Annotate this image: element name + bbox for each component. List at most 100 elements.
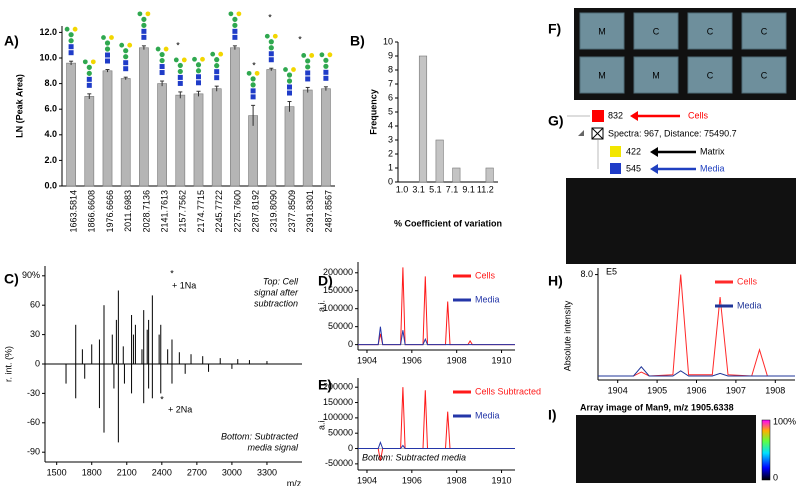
glycan-icon [327, 52, 333, 58]
glycan-icon [64, 26, 70, 32]
spot-tile [579, 12, 625, 50]
glycan-icon [218, 51, 224, 57]
glycan-icon [109, 35, 114, 40]
node-info: Spectra: 967, Distance: 75490.7 [608, 128, 737, 138]
x-tick-label: 1907 [726, 385, 746, 395]
glycan-icon [123, 48, 129, 54]
x-tick-label: 1910 [492, 475, 512, 485]
annotation: * [252, 60, 256, 70]
colorbar-label: 0 [773, 472, 778, 482]
bar [120, 78, 131, 187]
x-tick-label: 1908 [765, 385, 785, 395]
y-tick-label: 0 [388, 176, 393, 186]
glycan-icon [305, 58, 311, 64]
y-tick-label: 200000 [323, 267, 353, 277]
annotation: Bottom: Subtracted [221, 431, 299, 441]
glycan-icon [181, 57, 187, 63]
annotation: * [298, 34, 302, 44]
bar [102, 70, 113, 187]
x-tick-label: 1904 [608, 385, 628, 395]
glycan-icon [141, 22, 147, 28]
glycan-icon [141, 34, 147, 40]
y-tick-label: 8 [388, 64, 393, 74]
spot-label: M [598, 70, 606, 80]
glycan-icon [155, 46, 161, 52]
x-tick-label: 2011.6983 [123, 190, 133, 232]
glycan-icon [145, 11, 151, 17]
spot-tile [687, 56, 733, 94]
node-count: 422 [626, 146, 641, 156]
glycan-icon [287, 84, 292, 90]
glycan-icon [104, 46, 111, 52]
panel-label: H) [548, 273, 563, 289]
glycan-icon [82, 59, 88, 65]
glycan-icon [159, 70, 165, 76]
annotation: * [268, 12, 272, 22]
glycan-icon [123, 54, 129, 60]
y-tick-label: 8.0 [44, 78, 57, 88]
legend-label: Media [737, 300, 762, 310]
glycan-icon [301, 53, 307, 58]
bar [302, 89, 313, 187]
node-count: 832 [608, 110, 623, 120]
x-axis-label: m/z [287, 478, 302, 486]
bar [139, 47, 149, 187]
spot-label: C [761, 26, 768, 36]
bar [157, 83, 167, 187]
glycan-icon [214, 63, 220, 69]
y-axis-label: LN (Peak Area) [14, 74, 24, 138]
legend-label: Cells [475, 270, 496, 280]
glycan-icon [309, 53, 315, 58]
y-tick-label: 100000 [323, 303, 353, 313]
glycan-icon [163, 46, 169, 52]
x-tick-label: 2157.7562 [178, 190, 188, 233]
bar [321, 88, 331, 187]
x-tick-label: 2400 [152, 467, 172, 477]
y-axis-label: a.i. [316, 300, 326, 312]
glycan-icon [250, 76, 256, 82]
glycan-icon [286, 72, 293, 78]
spot-label: C [707, 70, 714, 80]
spot-tile [633, 56, 679, 94]
glycan-icon [250, 82, 256, 88]
colorbar-label: 100% [773, 416, 796, 426]
x-tick-label: 2377.8509 [287, 190, 297, 233]
x-tick-label: 2700 [187, 467, 207, 477]
annotation: E5 [606, 266, 617, 276]
node-swatch [610, 146, 621, 157]
y-tick-label: 0.0 [44, 180, 57, 190]
y-tick-label: 50000 [328, 428, 353, 438]
glycan-icon [123, 66, 129, 72]
heatmap-frame [566, 178, 796, 264]
x-tick-label: 5.1 [429, 184, 442, 194]
glycan-icon [195, 62, 202, 68]
glycan-icon [177, 74, 183, 80]
x-tick-label: 2141.7613 [159, 190, 169, 233]
annotation: Bottom: Subtracted media [362, 452, 466, 462]
x-tick-label: 1800 [82, 467, 102, 477]
y-tick-label: 50000 [328, 321, 353, 331]
annotation: signal after [254, 287, 299, 297]
bar [211, 88, 222, 187]
glycan-icon [68, 38, 74, 44]
glycan-icon [90, 59, 96, 65]
glycan-icon [232, 16, 238, 22]
spot-label: C [707, 26, 714, 36]
spot-tile [687, 12, 733, 50]
bar [175, 94, 186, 187]
x-tick-label: 1908 [447, 355, 467, 365]
y-tick-label: -30 [27, 388, 40, 398]
spot-label: M [598, 26, 606, 36]
spot-label: C [653, 26, 660, 36]
y-tick-label: 4.0 [44, 129, 57, 139]
y-tick-label: 7 [388, 78, 393, 88]
x-tick-label: 2100 [117, 467, 137, 477]
y-tick-label: 1 [388, 162, 393, 172]
colorbar [761, 419, 771, 481]
x-tick-label: 3000 [222, 467, 242, 477]
expander [578, 130, 584, 136]
x-tick-label: 1906 [402, 355, 422, 365]
y-tick-label: 0 [348, 443, 353, 453]
glycan-icon [86, 70, 92, 76]
glycan-icon [232, 22, 238, 28]
